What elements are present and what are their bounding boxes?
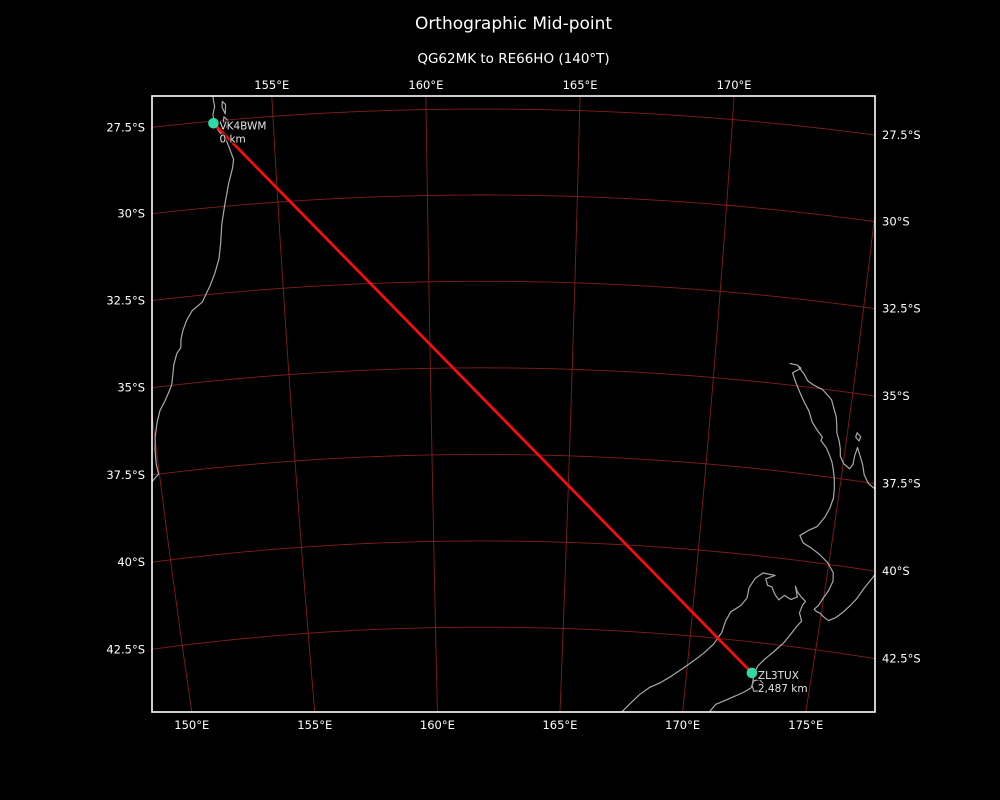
coastline-stradbroke-island	[222, 116, 229, 129]
x-axis-label-bottom: 170°E	[665, 718, 700, 732]
meridian-160E	[425, 96, 438, 712]
y-axis-label-left: 35°S	[117, 381, 145, 395]
x-axis-label-top: 170°E	[717, 78, 752, 92]
plot-title: Orthographic Mid-point	[414, 14, 613, 34]
x-axis-label-bottom: 175°E	[788, 718, 823, 732]
x-axis-label-bottom: 155°E	[297, 718, 332, 732]
station-marker-zl3tux	[746, 667, 758, 679]
y-axis-label-left: 30°S	[117, 207, 145, 221]
x-axis-label-bottom: 160°E	[420, 718, 455, 732]
y-axis-label-right: 27.5°S	[882, 128, 921, 142]
axis-labels: 155°E 160°E 165°E 170°E 150°E 155°E 160°E 165°E…	[106, 78, 920, 732]
station-distance-zl3tux: 2,487 km	[758, 683, 808, 695]
meridian-165E	[559, 96, 581, 712]
plot-subtitle: QG62MK to RE66HO (140°T)	[417, 51, 610, 67]
x-axis-label-top: 155°E	[254, 78, 289, 92]
meridian-175E	[805, 208, 875, 712]
parallel-40S	[152, 540, 875, 572]
station-callsign-zl3tux: ZL3TUX	[758, 670, 799, 682]
parallel-32.5S	[152, 280, 875, 310]
coastline-nz-north-island-west	[789, 362, 875, 622]
meridian-155E	[271, 96, 316, 712]
x-axis-label-top: 160°E	[408, 78, 443, 92]
coastline-nz-south-island	[620, 572, 807, 712]
y-axis-label-left: 27.5°S	[106, 120, 145, 134]
y-axis-label-left: 32.5°S	[106, 294, 145, 308]
x-axis-label-bottom: 165°E	[542, 718, 577, 732]
coastlines	[152, 96, 875, 712]
station-marker-vk4bwm	[208, 117, 219, 129]
y-axis-label-right: 42.5°S	[882, 652, 921, 666]
y-axis-label-right: 32.5°S	[882, 302, 921, 316]
y-axis-label-left: 42.5°S	[106, 642, 145, 656]
coastline-australia-mainland	[152, 96, 235, 483]
parallel-42.5S	[152, 626, 875, 660]
y-axis-label-right: 40°S	[882, 564, 910, 578]
coastline-moreton-island	[221, 100, 227, 115]
y-axis-label-right: 35°S	[882, 389, 910, 403]
y-axis-label-left: 40°S	[117, 555, 145, 569]
x-axis-label-bottom: 150°E	[174, 718, 209, 732]
meridian-170E	[682, 96, 735, 712]
y-axis-label-left: 37.5°S	[106, 468, 145, 482]
coastline-great-barrier-island	[855, 432, 862, 442]
meridian-145E	[0, 0, 113, 800]
parallel-35S	[152, 367, 875, 397]
station-distance-vk4bwm: 0 km	[219, 133, 245, 145]
parallel-30S	[152, 194, 875, 223]
y-axis-label-right: 30°S	[882, 215, 910, 229]
great-circle-path	[212, 122, 753, 674]
parallel-37.5S	[152, 454, 875, 485]
x-axis-label-top: 165°E	[563, 78, 598, 92]
parallel-45S	[0, 713, 1000, 774]
map-frame	[151, 95, 876, 713]
y-axis-label-right: 37.5°S	[882, 477, 921, 491]
coastline-nz-north-island-northeast	[798, 366, 875, 490]
station-callsign-vk4bwm: VK4BWM	[219, 120, 266, 132]
parallel-27.5S	[152, 108, 875, 136]
